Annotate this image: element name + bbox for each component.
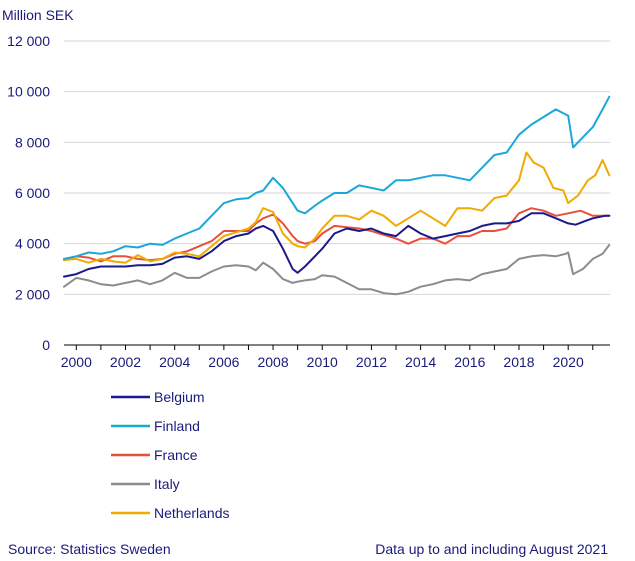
x-tick-label: 2002 bbox=[110, 354, 141, 370]
x-tick-label: 2012 bbox=[356, 354, 387, 370]
legend-label-finland: Finland bbox=[154, 418, 200, 434]
y-tick-label: 4 000 bbox=[15, 236, 50, 252]
legend-label-france: France bbox=[154, 447, 198, 463]
x-tick-label: 2006 bbox=[208, 354, 239, 370]
series-line-netherlands bbox=[63, 151, 611, 264]
y-tick-label: 10 000 bbox=[7, 84, 50, 100]
series-lines bbox=[63, 95, 611, 296]
x-tick-label: 2016 bbox=[454, 354, 485, 370]
x-tick-label: 2014 bbox=[405, 354, 436, 370]
data-note: Data up to and including August 2021 bbox=[375, 541, 608, 557]
legend-label-italy: Italy bbox=[154, 476, 180, 492]
series-line-italy bbox=[63, 243, 611, 296]
source-note: Source: Statistics Sweden bbox=[8, 541, 171, 557]
legend: Belgium Finland France Italy Netherlands bbox=[111, 389, 230, 521]
x-tick-label: 2020 bbox=[553, 354, 584, 370]
series-line-finland bbox=[63, 95, 611, 260]
y-tick-label: 12 000 bbox=[7, 33, 50, 49]
y-tick-label: 0 bbox=[42, 337, 50, 353]
x-tick-label: 2018 bbox=[503, 354, 534, 370]
x-tick-label: 2000 bbox=[61, 354, 92, 370]
y-tick-labels: 0 2 000 4 000 6 000 8 000 10 000 12 000 bbox=[7, 33, 50, 353]
x-tick-label: 2008 bbox=[257, 354, 288, 370]
x-tick-label: 2004 bbox=[159, 354, 190, 370]
legend-label-belgium: Belgium bbox=[154, 389, 205, 405]
x-axis: 2000 2002 2004 2006 2008 2010 2012 2014 2016 2018… bbox=[61, 344, 610, 370]
series-line-belgium bbox=[63, 212, 611, 278]
y-axis-label: Million SEK bbox=[2, 7, 74, 23]
x-tick-label: 2010 bbox=[307, 354, 338, 370]
y-tick-label: 6 000 bbox=[15, 185, 50, 201]
legend-label-netherlands: Netherlands bbox=[154, 505, 230, 521]
y-tick-label: 8 000 bbox=[15, 134, 50, 150]
y-tick-label: 2 000 bbox=[15, 286, 50, 302]
